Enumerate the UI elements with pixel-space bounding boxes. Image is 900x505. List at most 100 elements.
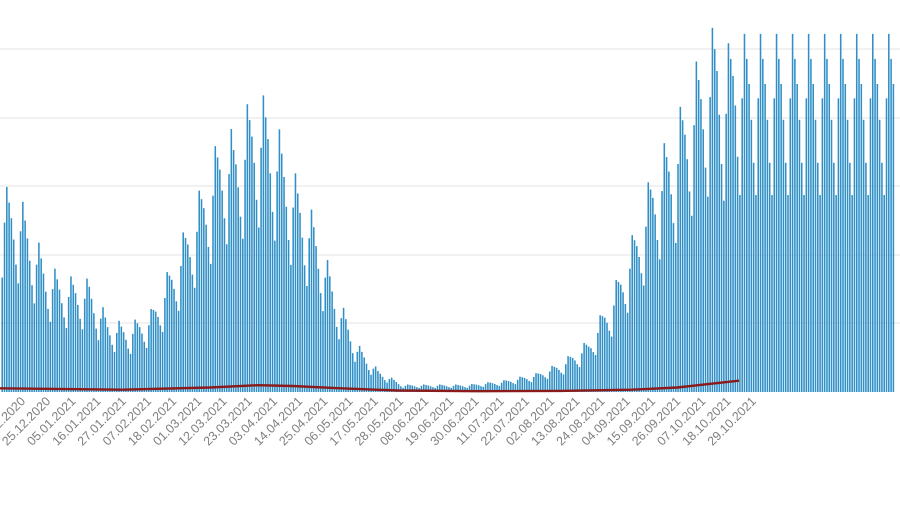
bar: [63, 317, 65, 392]
bar: [324, 277, 327, 392]
bar: [633, 240, 636, 392]
bar: [860, 83, 863, 393]
bar: [782, 119, 785, 392]
bar: [19, 231, 22, 392]
bar: [642, 285, 645, 392]
bar: [768, 162, 771, 392]
bar: [26, 238, 29, 392]
bar: [61, 303, 63, 392]
bar: [452, 385, 455, 392]
bar: [565, 364, 567, 392]
bar: [276, 171, 278, 392]
bar: [232, 150, 235, 392]
bar: [246, 104, 249, 392]
bar: [484, 384, 487, 392]
bar: [560, 372, 562, 392]
bar: [175, 301, 178, 392]
bar: [778, 58, 780, 393]
bar: [214, 146, 217, 392]
bar: [189, 257, 191, 392]
bar: [143, 341, 146, 392]
bar: [817, 162, 819, 392]
bar: [427, 385, 430, 392]
bar: [558, 369, 560, 392]
bar: [439, 384, 441, 392]
bar: [267, 139, 269, 392]
bar: [205, 224, 207, 392]
bar: [287, 239, 290, 392]
bar: [230, 129, 233, 393]
bar: [212, 195, 214, 392]
bar: [814, 119, 817, 392]
bar: [599, 315, 601, 392]
bar: [732, 75, 734, 392]
bar: [400, 386, 402, 392]
bar: [49, 321, 52, 392]
bar: [219, 169, 221, 392]
bar: [480, 386, 482, 392]
bar: [613, 305, 615, 392]
bar: [601, 316, 604, 392]
bar: [187, 244, 189, 392]
bar: [292, 207, 294, 392]
bar: [610, 336, 613, 392]
bar: [787, 195, 789, 392]
bar: [727, 43, 730, 393]
bar: [106, 327, 109, 392]
bar: [225, 244, 228, 392]
bar: [445, 386, 448, 392]
bar: [386, 382, 388, 392]
bar: [148, 325, 150, 392]
bar: [319, 293, 322, 392]
bar: [3, 222, 6, 392]
bar: [216, 157, 219, 392]
bar: [351, 353, 354, 392]
bar: [510, 381, 512, 392]
bar: [425, 384, 427, 392]
bar: [881, 162, 883, 392]
bar: [496, 385, 498, 392]
bar: [828, 83, 831, 393]
bar: [390, 377, 393, 392]
bar: [221, 190, 223, 392]
bar: [798, 119, 801, 392]
bar: [658, 259, 661, 392]
bar: [729, 58, 732, 393]
bar: [432, 387, 434, 392]
bar: [888, 33, 890, 392]
bar: [209, 263, 212, 392]
bar: [537, 373, 540, 392]
bar: [544, 377, 546, 392]
bar: [58, 289, 61, 392]
bar: [885, 98, 888, 392]
bar: [750, 119, 753, 392]
bar: [681, 120, 684, 392]
bar: [395, 381, 398, 392]
bar: [711, 27, 714, 392]
bar: [368, 370, 370, 392]
bar: [578, 367, 581, 392]
bar: [512, 383, 514, 392]
bar: [865, 162, 867, 392]
bar: [505, 380, 507, 392]
bar: [656, 239, 659, 392]
bar: [56, 279, 58, 392]
bar: [393, 379, 395, 392]
bar: [379, 373, 381, 392]
bar: [338, 339, 340, 392]
bar: [152, 309, 155, 392]
bar: [381, 376, 384, 392]
bar: [258, 227, 260, 392]
bar: [581, 353, 583, 392]
bar: [562, 374, 565, 392]
bar: [347, 329, 349, 392]
bar: [111, 344, 113, 392]
bar: [867, 195, 869, 392]
bar: [755, 195, 757, 392]
bar: [723, 200, 725, 392]
bar: [752, 162, 755, 392]
bar: [482, 386, 485, 392]
bar: [331, 291, 333, 392]
bar: [120, 326, 123, 392]
bar: [583, 342, 585, 392]
